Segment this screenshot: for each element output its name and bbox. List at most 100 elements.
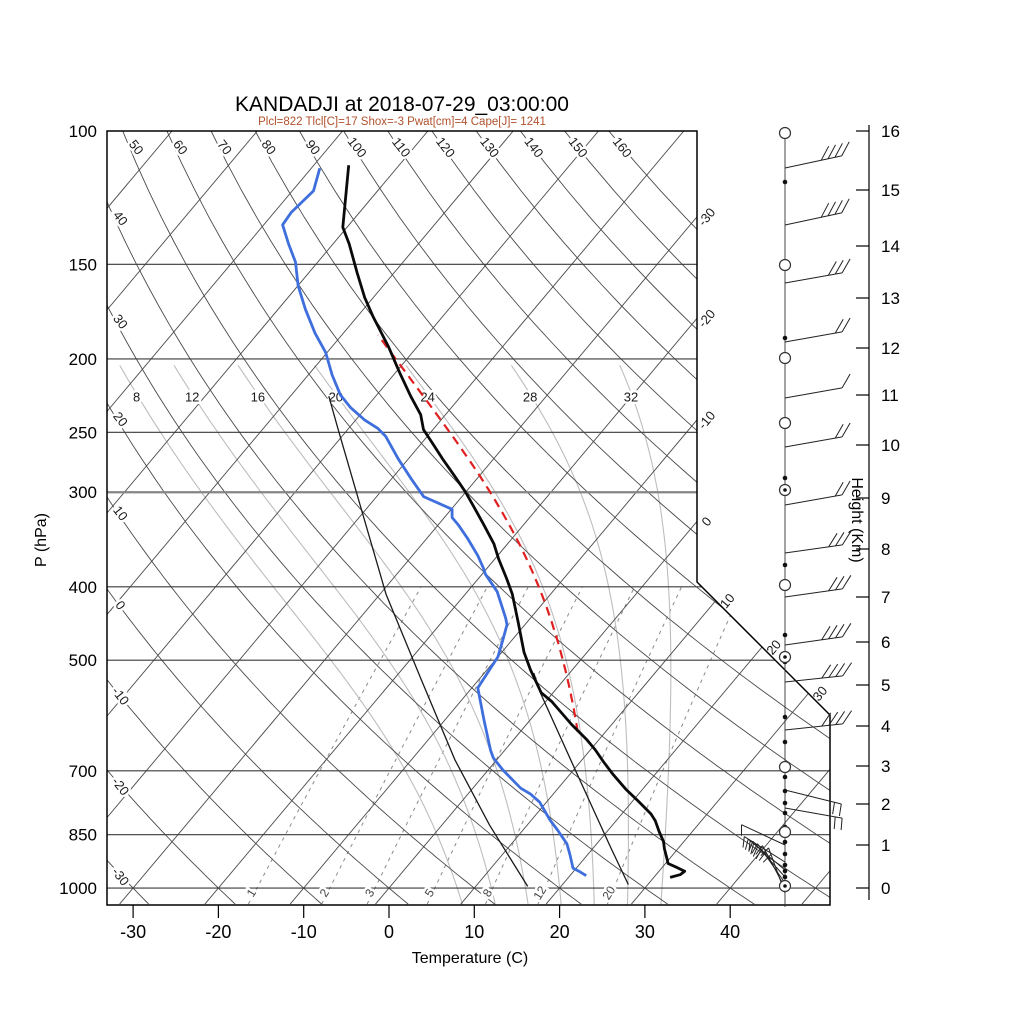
dry-adiabat-label: 150 xyxy=(566,134,591,160)
wind-level-dot xyxy=(782,868,788,874)
dry-adiabat-label: -30 xyxy=(109,865,132,889)
barb-stem xyxy=(752,840,786,878)
dry-adiabat-line xyxy=(210,131,830,905)
barb-feather xyxy=(755,849,762,860)
barb-feather xyxy=(748,841,754,852)
temperature-tick-label: 40 xyxy=(720,922,740,942)
barb-stem xyxy=(784,436,843,448)
barb-stem xyxy=(784,544,843,554)
dry-adiabat-label: 80 xyxy=(258,137,279,158)
wind-level-circle xyxy=(778,760,792,774)
chart-subtitle: Plcl=822 Tlcl[C]=17 Shox=-3 Pwat[cm]=4 C… xyxy=(258,116,546,128)
barb-feather xyxy=(751,843,758,854)
height-tick-label: 0 xyxy=(881,879,890,898)
barb-feather xyxy=(827,144,836,160)
wind-barb xyxy=(784,480,851,506)
isotherm-label: 10 xyxy=(717,590,738,611)
wind-level-dot xyxy=(782,632,788,638)
barb-feather xyxy=(840,818,843,831)
barb-feather xyxy=(834,200,843,215)
barb-feather xyxy=(835,711,846,725)
wind-level-dot xyxy=(782,788,788,794)
chart-title: KANDADJI at 2018-07-29_03:00:00 xyxy=(235,93,569,116)
height-axis-title: Height (Km) xyxy=(848,477,865,562)
barb-feather xyxy=(841,422,851,438)
barb-stem xyxy=(784,272,843,284)
height-tick-label: 12 xyxy=(881,339,900,358)
pressure-tick-label: 300 xyxy=(69,483,97,502)
wind-column xyxy=(741,126,853,907)
dry-adiabat-line xyxy=(107,131,236,905)
isotherm-line xyxy=(107,131,514,905)
dry-adiabat-label: 140 xyxy=(521,134,546,160)
dry-adiabat-line xyxy=(608,131,830,905)
dry-adiabat-label: 160 xyxy=(610,134,635,160)
wind-barb xyxy=(784,789,842,816)
dry-adiabat-label: -10 xyxy=(109,684,132,708)
barb-feather xyxy=(834,318,844,334)
dry-adiabat-line xyxy=(107,131,755,905)
barb-stem xyxy=(784,789,842,805)
wind-barb xyxy=(784,623,852,646)
isotherm-line xyxy=(107,131,429,905)
barb-feather xyxy=(827,261,837,276)
dry-adiabat-line xyxy=(520,131,830,905)
wind-level-dot xyxy=(782,739,788,745)
moist-adiabat-line xyxy=(119,365,464,905)
plot-frame xyxy=(106,130,831,906)
mixing-ratio-line xyxy=(485,586,636,905)
pressure-tick-label: 250 xyxy=(69,423,97,442)
barb-feather xyxy=(841,317,851,333)
wind-barb xyxy=(744,838,786,871)
barb-feather xyxy=(828,625,838,640)
wind-barb xyxy=(784,422,851,448)
dry-adiabat-line xyxy=(107,131,582,905)
wind-barb xyxy=(784,141,850,169)
wind-level-dot xyxy=(782,774,788,780)
barb-feather xyxy=(835,663,846,677)
height-tick-label: 8 xyxy=(881,540,890,559)
dry-adiabat-line xyxy=(564,131,830,905)
barb-feather xyxy=(835,624,845,639)
height-tick-label: 11 xyxy=(881,386,899,405)
barb-feather xyxy=(821,664,832,679)
background-grid xyxy=(107,131,830,905)
barb-feather xyxy=(835,532,845,547)
sounding-curves xyxy=(281,165,687,887)
barb-feather xyxy=(834,259,844,275)
wind-level-circle-dot xyxy=(783,884,787,888)
barb-stem xyxy=(784,494,843,506)
mixing-ratio-label: 20 xyxy=(599,883,618,902)
mixing-ratio-label: 12 xyxy=(530,883,549,902)
temperature-tick-label: 20 xyxy=(550,922,570,942)
height-tick-label: 6 xyxy=(881,633,890,652)
wind-barb xyxy=(784,531,852,554)
barb-feather xyxy=(834,143,843,158)
barb-feather xyxy=(742,836,745,848)
dry-adiabat-line xyxy=(122,131,830,905)
wind-barb xyxy=(741,824,786,846)
height-tick-label: 14 xyxy=(881,237,900,256)
temperature-tick-label: -10 xyxy=(291,922,317,942)
isotherm-line xyxy=(631,131,830,905)
dry-adiabat-line xyxy=(299,131,830,905)
barb-feather xyxy=(842,662,853,677)
isotherm-line xyxy=(107,131,343,905)
moist-adiabat-label: 24 xyxy=(420,390,434,405)
wind-level-dot xyxy=(782,851,788,857)
barb-feather xyxy=(820,145,830,161)
dry-adiabat-label: 50 xyxy=(126,137,147,158)
barb-feather xyxy=(762,854,772,863)
barb-feather xyxy=(760,847,769,857)
wind-level-dot xyxy=(782,862,788,868)
dry-adiabat-label: 70 xyxy=(214,137,235,158)
wind-level-circle xyxy=(778,416,792,430)
isotherm-line xyxy=(107,131,599,905)
moist-adiabat-line xyxy=(619,365,672,905)
temperature-axis-title: Temperature (C) xyxy=(412,950,528,967)
pressure-tick-label: 200 xyxy=(69,350,97,369)
wind-level-circle-dot xyxy=(783,488,787,492)
barb-feather xyxy=(827,201,836,217)
dry-adiabat-line xyxy=(107,131,322,905)
